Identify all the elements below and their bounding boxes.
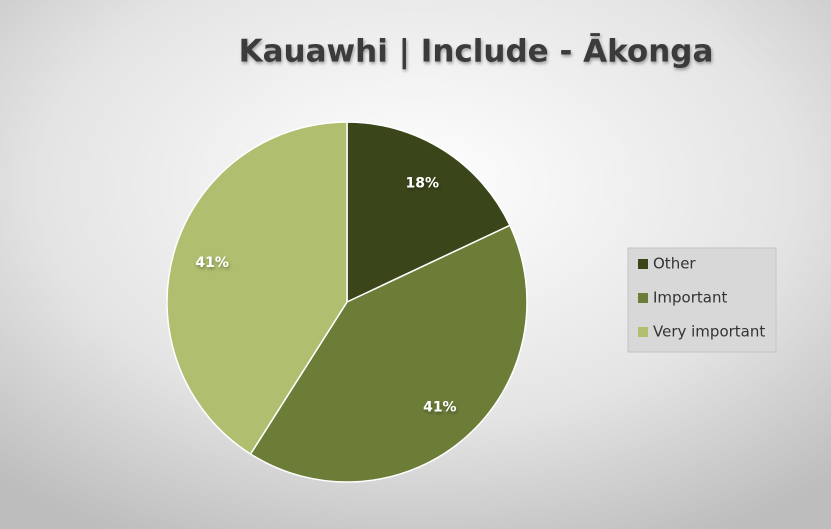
legend-swatch (638, 327, 648, 337)
pie-slice (166, 121, 348, 456)
chart-title: Kauawhi | Include - Ākonga (239, 34, 714, 70)
pie-slice (249, 224, 528, 483)
data-label: 41% (195, 255, 229, 271)
legend-swatch (638, 293, 648, 303)
legend-label: Very important (653, 323, 765, 341)
legend-label: Important (653, 289, 727, 307)
data-label: 18% (405, 175, 439, 191)
legend-swatch (638, 259, 648, 269)
legend-label: Other (653, 255, 696, 273)
legend-box (627, 247, 777, 353)
pie-slice (346, 121, 511, 304)
data-label: 41% (423, 399, 457, 415)
